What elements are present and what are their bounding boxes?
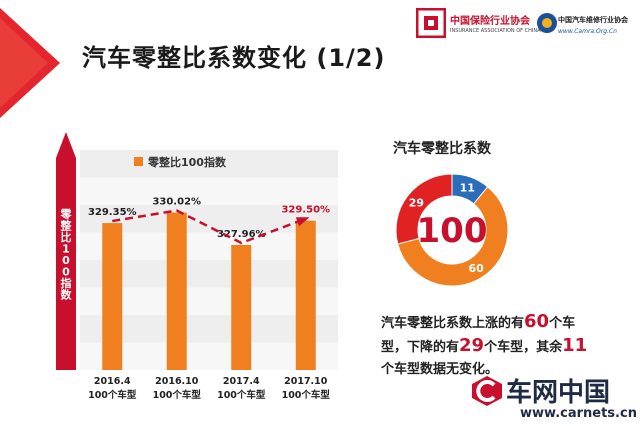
y-axis-label-char: 0	[62, 254, 70, 267]
pie-slice-60	[397, 186, 509, 287]
y-axis-label-char: 数	[61, 288, 73, 302]
page-title: 汽车零整比系数变化 (1/2)	[82, 44, 386, 72]
y-axis-arrow-icon	[56, 132, 76, 158]
bar-chart-legend: 零整比100指数	[134, 155, 227, 169]
legend-label: 零整比100指数	[147, 155, 227, 169]
auto-repair-association-url: www.Camra.Org.Cn	[558, 28, 617, 35]
bar-value-label: 329.50%	[281, 205, 330, 216]
insurance-association-name: 中国保险行业协会	[450, 16, 530, 27]
legend-swatch	[134, 157, 143, 166]
summary-number-fall: 29	[459, 335, 485, 356]
y-axis-label-char: 0	[62, 266, 70, 279]
plot-band	[80, 342, 338, 370]
plot-band	[80, 287, 338, 315]
bar-2017.4	[231, 244, 252, 370]
watermark-name: 车网中国	[506, 378, 611, 408]
x-tick-label: 2016.4	[94, 376, 131, 387]
bar-chart-y-axis: 零整比100指数	[56, 132, 76, 370]
summary-number-unchanged: 11	[562, 335, 588, 356]
plot-band	[80, 315, 338, 343]
pie-slice-29	[395, 173, 453, 245]
x-tick-label: 2017.4	[223, 376, 260, 387]
bar-2017.10	[295, 220, 316, 370]
bar-chart-plot-area	[80, 150, 338, 370]
trend-line	[112, 209, 307, 245]
y-axis-bar	[56, 158, 76, 370]
y-axis-label-char: 指	[61, 276, 72, 290]
pie-center-label: 100	[417, 211, 488, 251]
insurance-association-logo: 中国保险行业协会 INSURANCE ASSOCIATION OF CHINA	[415, 7, 541, 40]
carnets-logo-icon	[472, 376, 502, 406]
x-tick-label: 100个车型	[88, 389, 137, 401]
summary-part: 个车型，下降的有	[381, 316, 576, 355]
auto-repair-emblem-icon	[537, 13, 557, 33]
bar-2016.10	[166, 212, 187, 370]
insurance-association-en: INSURANCE ASSOCIATION OF CHINA	[450, 28, 541, 34]
pie-slice-label: 11	[460, 182, 475, 195]
summary-part: 个车型数据无变化。	[381, 362, 499, 377]
plot-band	[80, 177, 338, 205]
plot-band	[80, 260, 338, 288]
x-tick-label: 100个车型	[217, 389, 266, 401]
plot-band	[80, 205, 338, 233]
bar-value-label: 327.96%	[217, 229, 266, 240]
summary-text: 汽车零整比系数上涨的有60个车型，下降的有29个车型，其余11 个车型数据无变化。	[381, 311, 591, 381]
bar-value-label: 330.02%	[152, 197, 201, 208]
pie-slice-label: 29	[409, 196, 424, 209]
y-axis-label-char: 零	[60, 208, 73, 221]
trend-arrow-icon	[295, 217, 310, 227]
auto-repair-association-name: 中国汽车维修行业协会	[558, 16, 628, 24]
plot-band	[80, 232, 338, 260]
summary-number-rise: 60	[524, 311, 550, 332]
bar-value-label: 329.35%	[88, 207, 137, 218]
x-tick-label: 100个车型	[282, 389, 331, 401]
y-axis-label-char: 1	[62, 243, 70, 256]
insurance-emblem-icon	[415, 7, 447, 39]
watermark-url: www.carnets.cn	[520, 406, 637, 421]
y-axis-label-char: 整	[60, 219, 72, 233]
title-chevron-icon	[0, 8, 60, 118]
pie-slice-label: 60	[468, 262, 484, 275]
x-tick-label: 100个车型	[153, 389, 202, 401]
auto-repair-association-logo: 中国汽车维修行业协会 www.Camra.Org.Cn	[536, 8, 640, 42]
plot-band	[80, 150, 338, 178]
x-tick-label: 2017.10	[284, 376, 328, 387]
summary-part: 个车型，其余	[484, 340, 563, 355]
carnets-watermark: 车网中国 www.carnets.cn	[468, 372, 640, 426]
pie-chart-title: 汽车零整比系数	[393, 141, 491, 157]
summary-part: 汽车零整比系数上涨的有	[381, 316, 525, 331]
bar-2016.4	[102, 223, 123, 370]
y-axis-label-char: 比	[61, 230, 72, 244]
x-tick-label: 2016.10	[155, 376, 199, 387]
